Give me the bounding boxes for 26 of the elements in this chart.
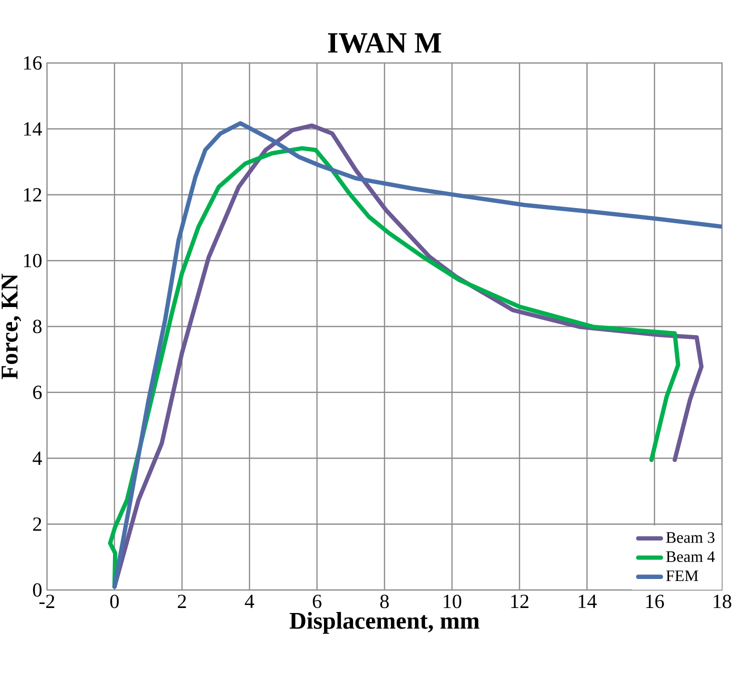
legend-label: Beam 3 <box>666 532 714 543</box>
x-tick-label: 0 <box>110 594 119 608</box>
x-tick-label: 14 <box>578 594 597 608</box>
y-tick-label: 2 <box>33 517 42 531</box>
x-tick-label: 18 <box>714 594 732 608</box>
y-tick-label: 10 <box>24 254 42 268</box>
y-tick-label: 16 <box>24 56 42 70</box>
legend-label: FEM <box>666 570 698 582</box>
y-tick-label: 8 <box>33 320 42 334</box>
legend-label: Beam 4 <box>666 551 715 562</box>
x-tick-label: 10 <box>444 594 462 608</box>
y-axis-title: Force, KN <box>2 274 22 380</box>
x-tick-label: 4 <box>244 594 254 608</box>
y-tick-label: 0 <box>33 583 42 597</box>
y-tick-label: 14 <box>24 122 42 136</box>
x-tick-label: 12 <box>511 594 528 608</box>
y-tick-label: 12 <box>24 188 42 202</box>
x-tick-label: -2 <box>39 594 54 608</box>
x-tick-label: 8 <box>380 594 389 608</box>
x-axis-title: Displacement, mm <box>290 612 480 634</box>
x-tick-label: 6 <box>312 594 322 608</box>
y-tick-label: 6 <box>33 386 42 400</box>
x-tick-label: 2 <box>178 594 186 608</box>
x-tick-label: 16 <box>646 594 664 608</box>
y-tick-label: 4 <box>32 452 42 465</box>
chart-title: IWAN M <box>328 33 442 53</box>
